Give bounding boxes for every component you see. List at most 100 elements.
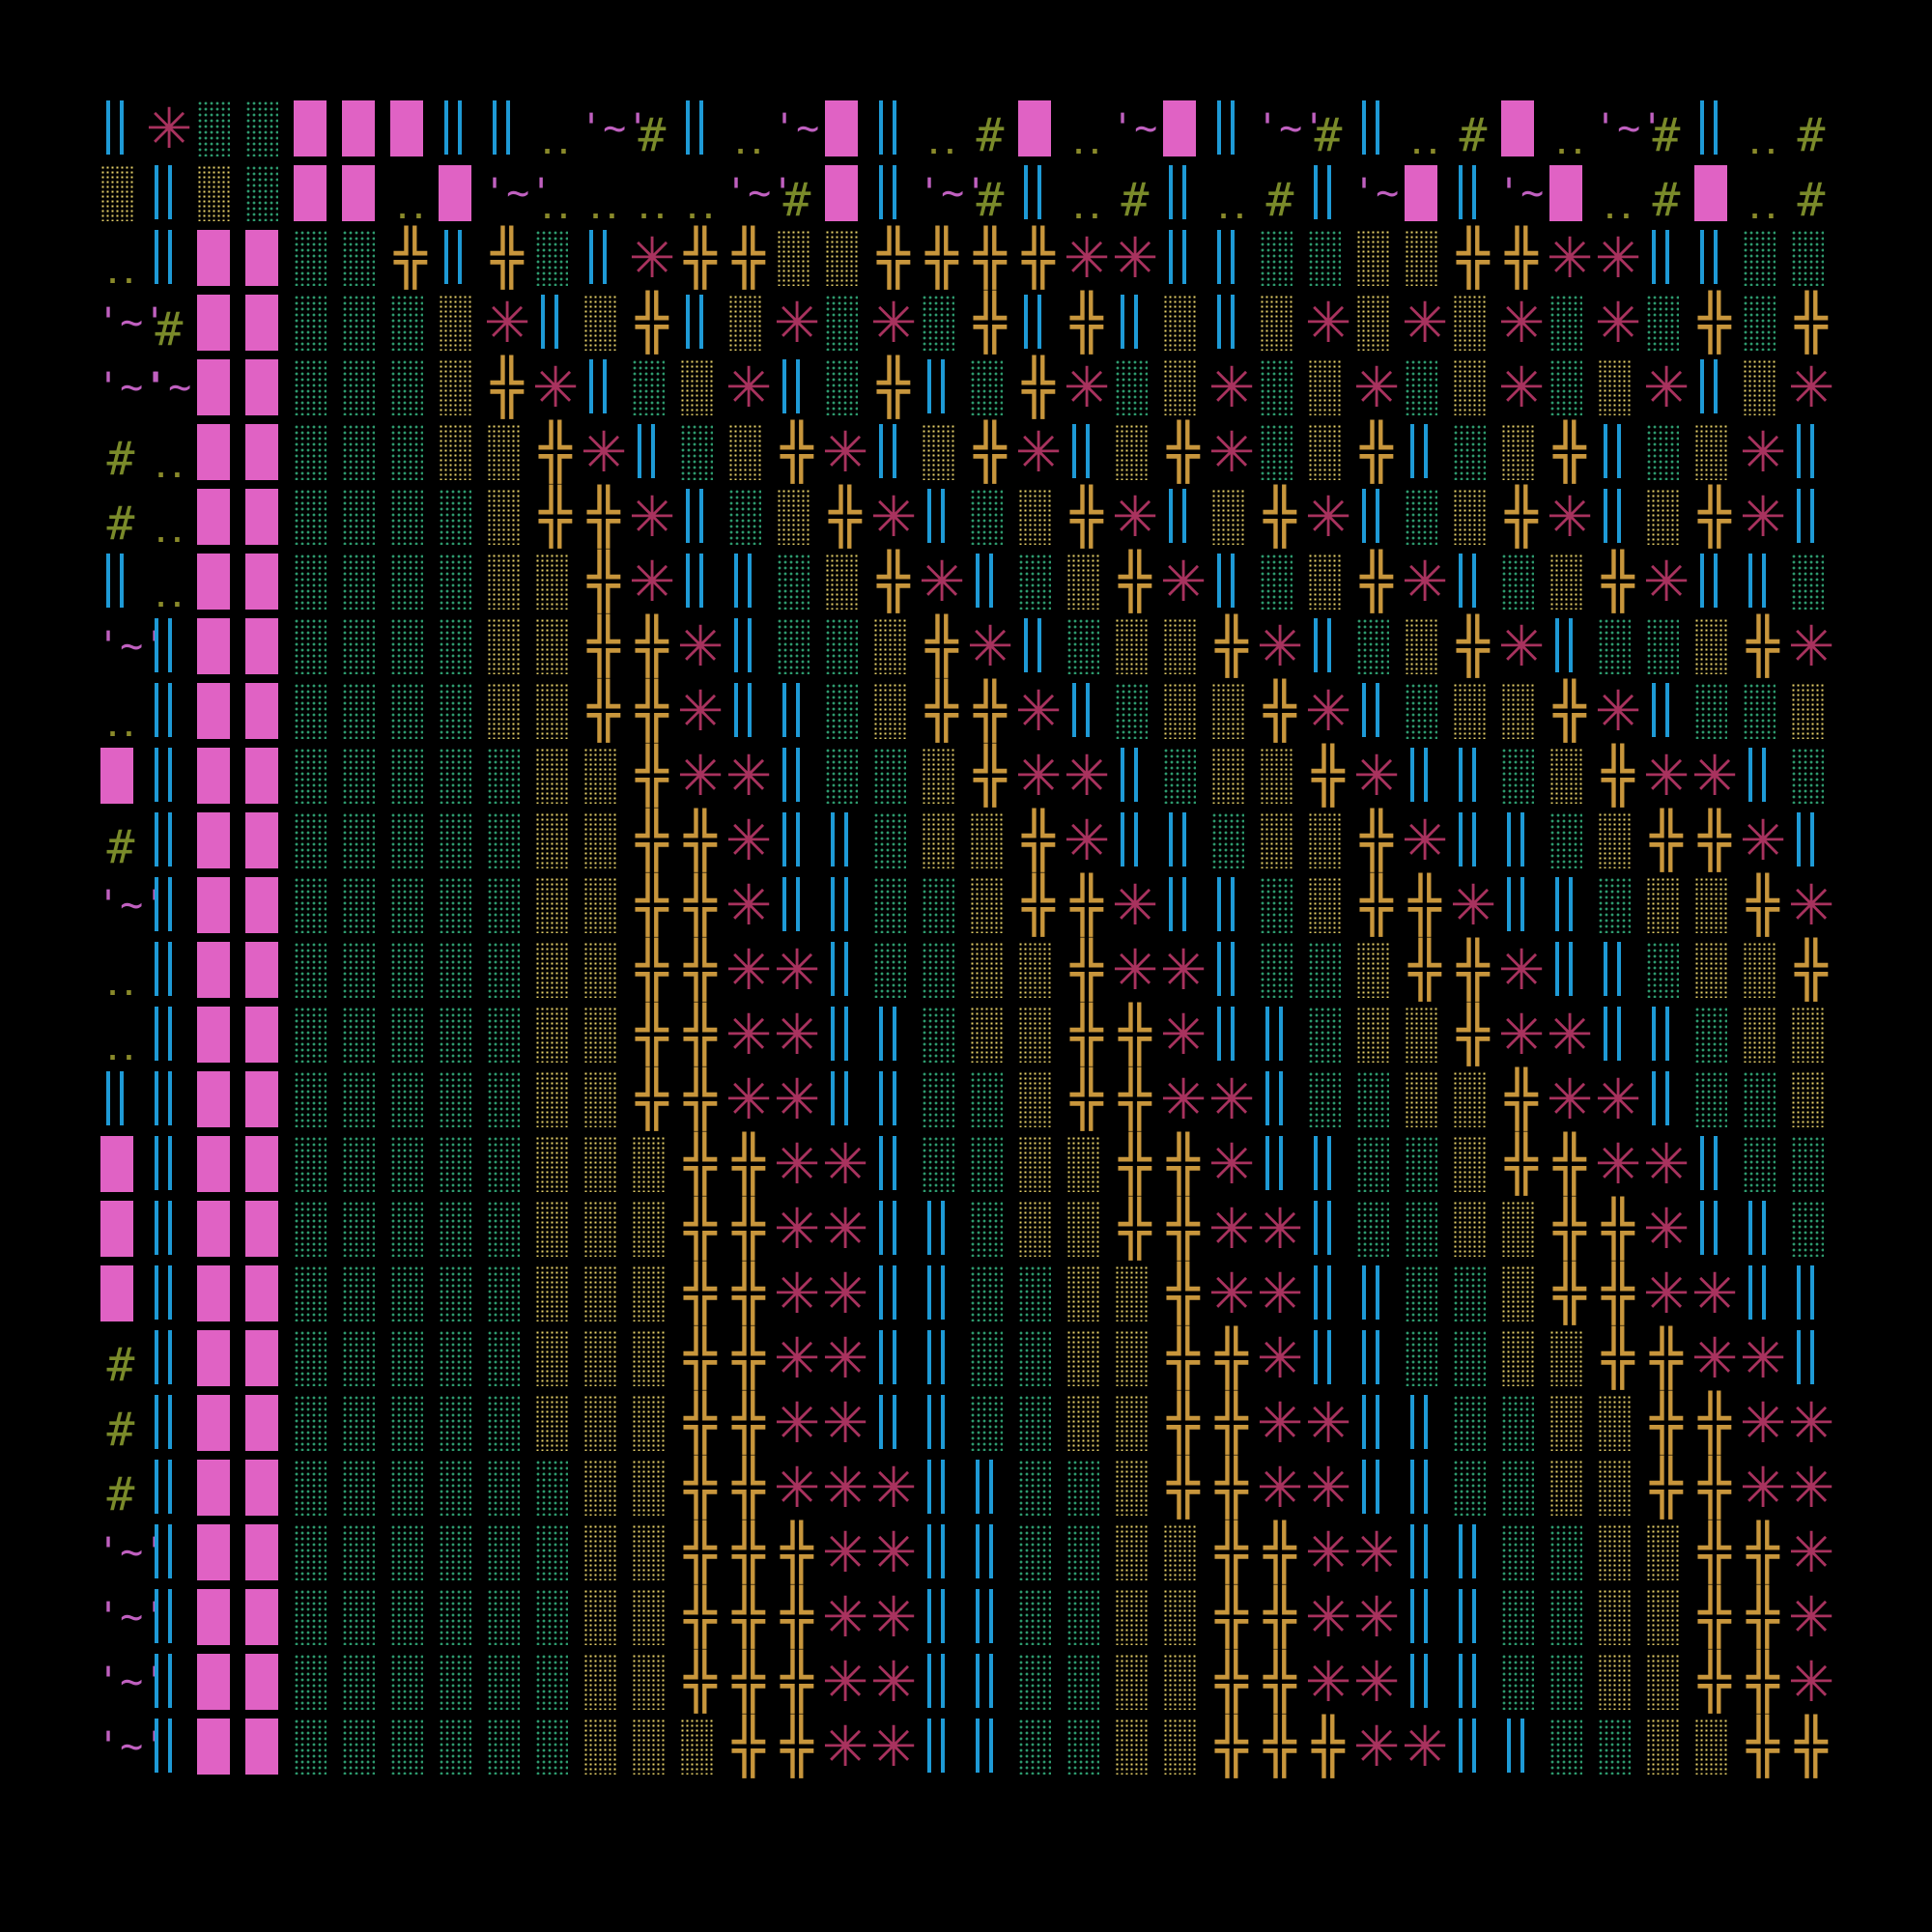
asterisk-glyph: ✳	[1063, 225, 1111, 291]
pink-block-glyph	[197, 1007, 230, 1063]
grid-cell: ✳	[1159, 938, 1208, 1003]
hash-glyph: #	[106, 820, 135, 874]
double-bar-glyph	[155, 618, 172, 672]
cross-glyph: ╬	[1264, 680, 1296, 743]
grid-cell	[1256, 873, 1304, 938]
cross-glyph: ╬	[829, 486, 862, 549]
cross-glyph: ╬	[1457, 939, 1490, 1002]
cross-glyph: ╬	[1747, 615, 1779, 678]
pink-block-glyph	[1163, 100, 1196, 156]
pink-block-glyph	[197, 1524, 230, 1580]
grid-cell	[531, 938, 580, 1003]
green-dot-glyph	[342, 1460, 375, 1516]
pink-block-glyph	[197, 1460, 230, 1516]
green-dot-glyph	[342, 1330, 375, 1386]
double-bar-glyph	[976, 1654, 993, 1708]
grid-cell	[1256, 420, 1304, 485]
grid-cell	[1063, 1715, 1111, 1779]
yellow-dot-glyph	[1066, 1201, 1099, 1257]
grid-cell: ✳	[1208, 1132, 1256, 1197]
yellow-dot-glyph	[1501, 1265, 1534, 1321]
asterisk-glyph: ✳	[1497, 937, 1546, 1003]
grid-cell: ✳	[1401, 1715, 1449, 1779]
grid-cell	[1739, 1197, 1787, 1262]
pink-block-glyph	[197, 1201, 230, 1257]
green-dot-glyph	[342, 683, 375, 739]
yellow-dot-glyph	[1501, 424, 1534, 480]
double-bar-glyph	[782, 359, 800, 413]
grid-cell: ╬	[676, 1456, 724, 1520]
grid-cell	[773, 485, 821, 550]
grid-cell	[242, 226, 290, 291]
yellow-dot-glyph	[535, 1071, 568, 1127]
grid-cell	[531, 873, 580, 938]
grid-cell	[1449, 1326, 1497, 1391]
double-bar-glyph	[1652, 1071, 1669, 1125]
green-dot-glyph	[390, 877, 423, 933]
grid-cell	[1014, 1197, 1063, 1262]
grid-cell	[386, 614, 435, 679]
grid-cell: ✳	[1642, 355, 1690, 420]
grid-cell	[1304, 161, 1352, 226]
grid-cell	[435, 1326, 483, 1391]
asterisk-glyph: ✳	[1594, 678, 1642, 744]
grid-cell	[869, 679, 918, 744]
asterisk-glyph: ✳	[145, 97, 193, 161]
yellow-dot-glyph	[439, 424, 471, 480]
double-dot-glyph: ..	[925, 128, 958, 160]
grid-cell	[145, 1650, 193, 1715]
pink-block-glyph	[825, 100, 858, 156]
grid-cell: ╬	[1690, 1456, 1739, 1520]
grid-cell: ╬	[724, 1456, 773, 1520]
green-dot-glyph	[439, 1460, 471, 1516]
grid-cell: ╬	[1401, 873, 1449, 938]
green-dot-glyph	[294, 618, 327, 674]
green-dot-glyph	[1356, 1201, 1389, 1257]
grid-cell: ✳	[724, 1067, 773, 1132]
green-dot-glyph	[245, 165, 278, 221]
yellow-dot-glyph	[535, 812, 568, 868]
double-bar-glyph	[927, 1460, 945, 1514]
grid-cell: ╬	[483, 355, 531, 420]
grid-cell: '~'	[1594, 97, 1663, 161]
asterisk-glyph: ✳	[1208, 1196, 1256, 1262]
asterisk-glyph: ✳	[869, 484, 918, 550]
green-dot-glyph	[487, 1654, 520, 1710]
grid-cell	[1159, 1585, 1208, 1650]
grid-cell: ✳	[1208, 1262, 1256, 1326]
green-dot-glyph	[873, 942, 906, 998]
yellow-dot-glyph	[1356, 1007, 1389, 1063]
grid-cell	[338, 226, 386, 291]
grid-cell	[1497, 1715, 1546, 1779]
cross-glyph: ╬	[732, 1716, 765, 1778]
asterisk-glyph: ✳	[1594, 1066, 1642, 1132]
double-bar-glyph	[155, 1524, 172, 1578]
grid-cell: ╬	[1546, 1197, 1594, 1262]
cross-glyph: ╬	[732, 1133, 765, 1196]
double-dot-glyph: ..	[153, 517, 185, 549]
grid-cell: ..	[97, 1003, 145, 1067]
cross-glyph: ╬	[1264, 1586, 1296, 1649]
grid-cell	[97, 1197, 145, 1262]
grid-cell: ╬	[676, 1262, 724, 1326]
grid-cell	[1159, 873, 1208, 938]
double-bar-glyph	[927, 1719, 945, 1773]
grid-cell: ✳	[1690, 1326, 1739, 1391]
yellow-dot-glyph	[970, 1007, 1003, 1063]
grid-cell: ✳	[531, 355, 580, 420]
asterisk-glyph: ✳	[1642, 549, 1690, 614]
grid-cell	[918, 1262, 966, 1326]
tilde-glyph: '~'	[97, 1530, 167, 1575]
hash-glyph: #	[1652, 108, 1681, 162]
double-bar-glyph	[686, 100, 703, 155]
green-dot-glyph	[390, 295, 423, 351]
cross-glyph: ╬	[1070, 874, 1103, 937]
grid-cell: ..	[1208, 161, 1256, 226]
grid-cell	[386, 1520, 435, 1585]
grid-cell	[290, 1067, 338, 1132]
green-dot-glyph	[728, 489, 761, 545]
green-dot-glyph	[294, 1007, 327, 1063]
grid-cell	[483, 938, 531, 1003]
grid-cell: '~'	[145, 355, 214, 420]
asterisk-glyph: ✳	[1304, 1390, 1352, 1456]
